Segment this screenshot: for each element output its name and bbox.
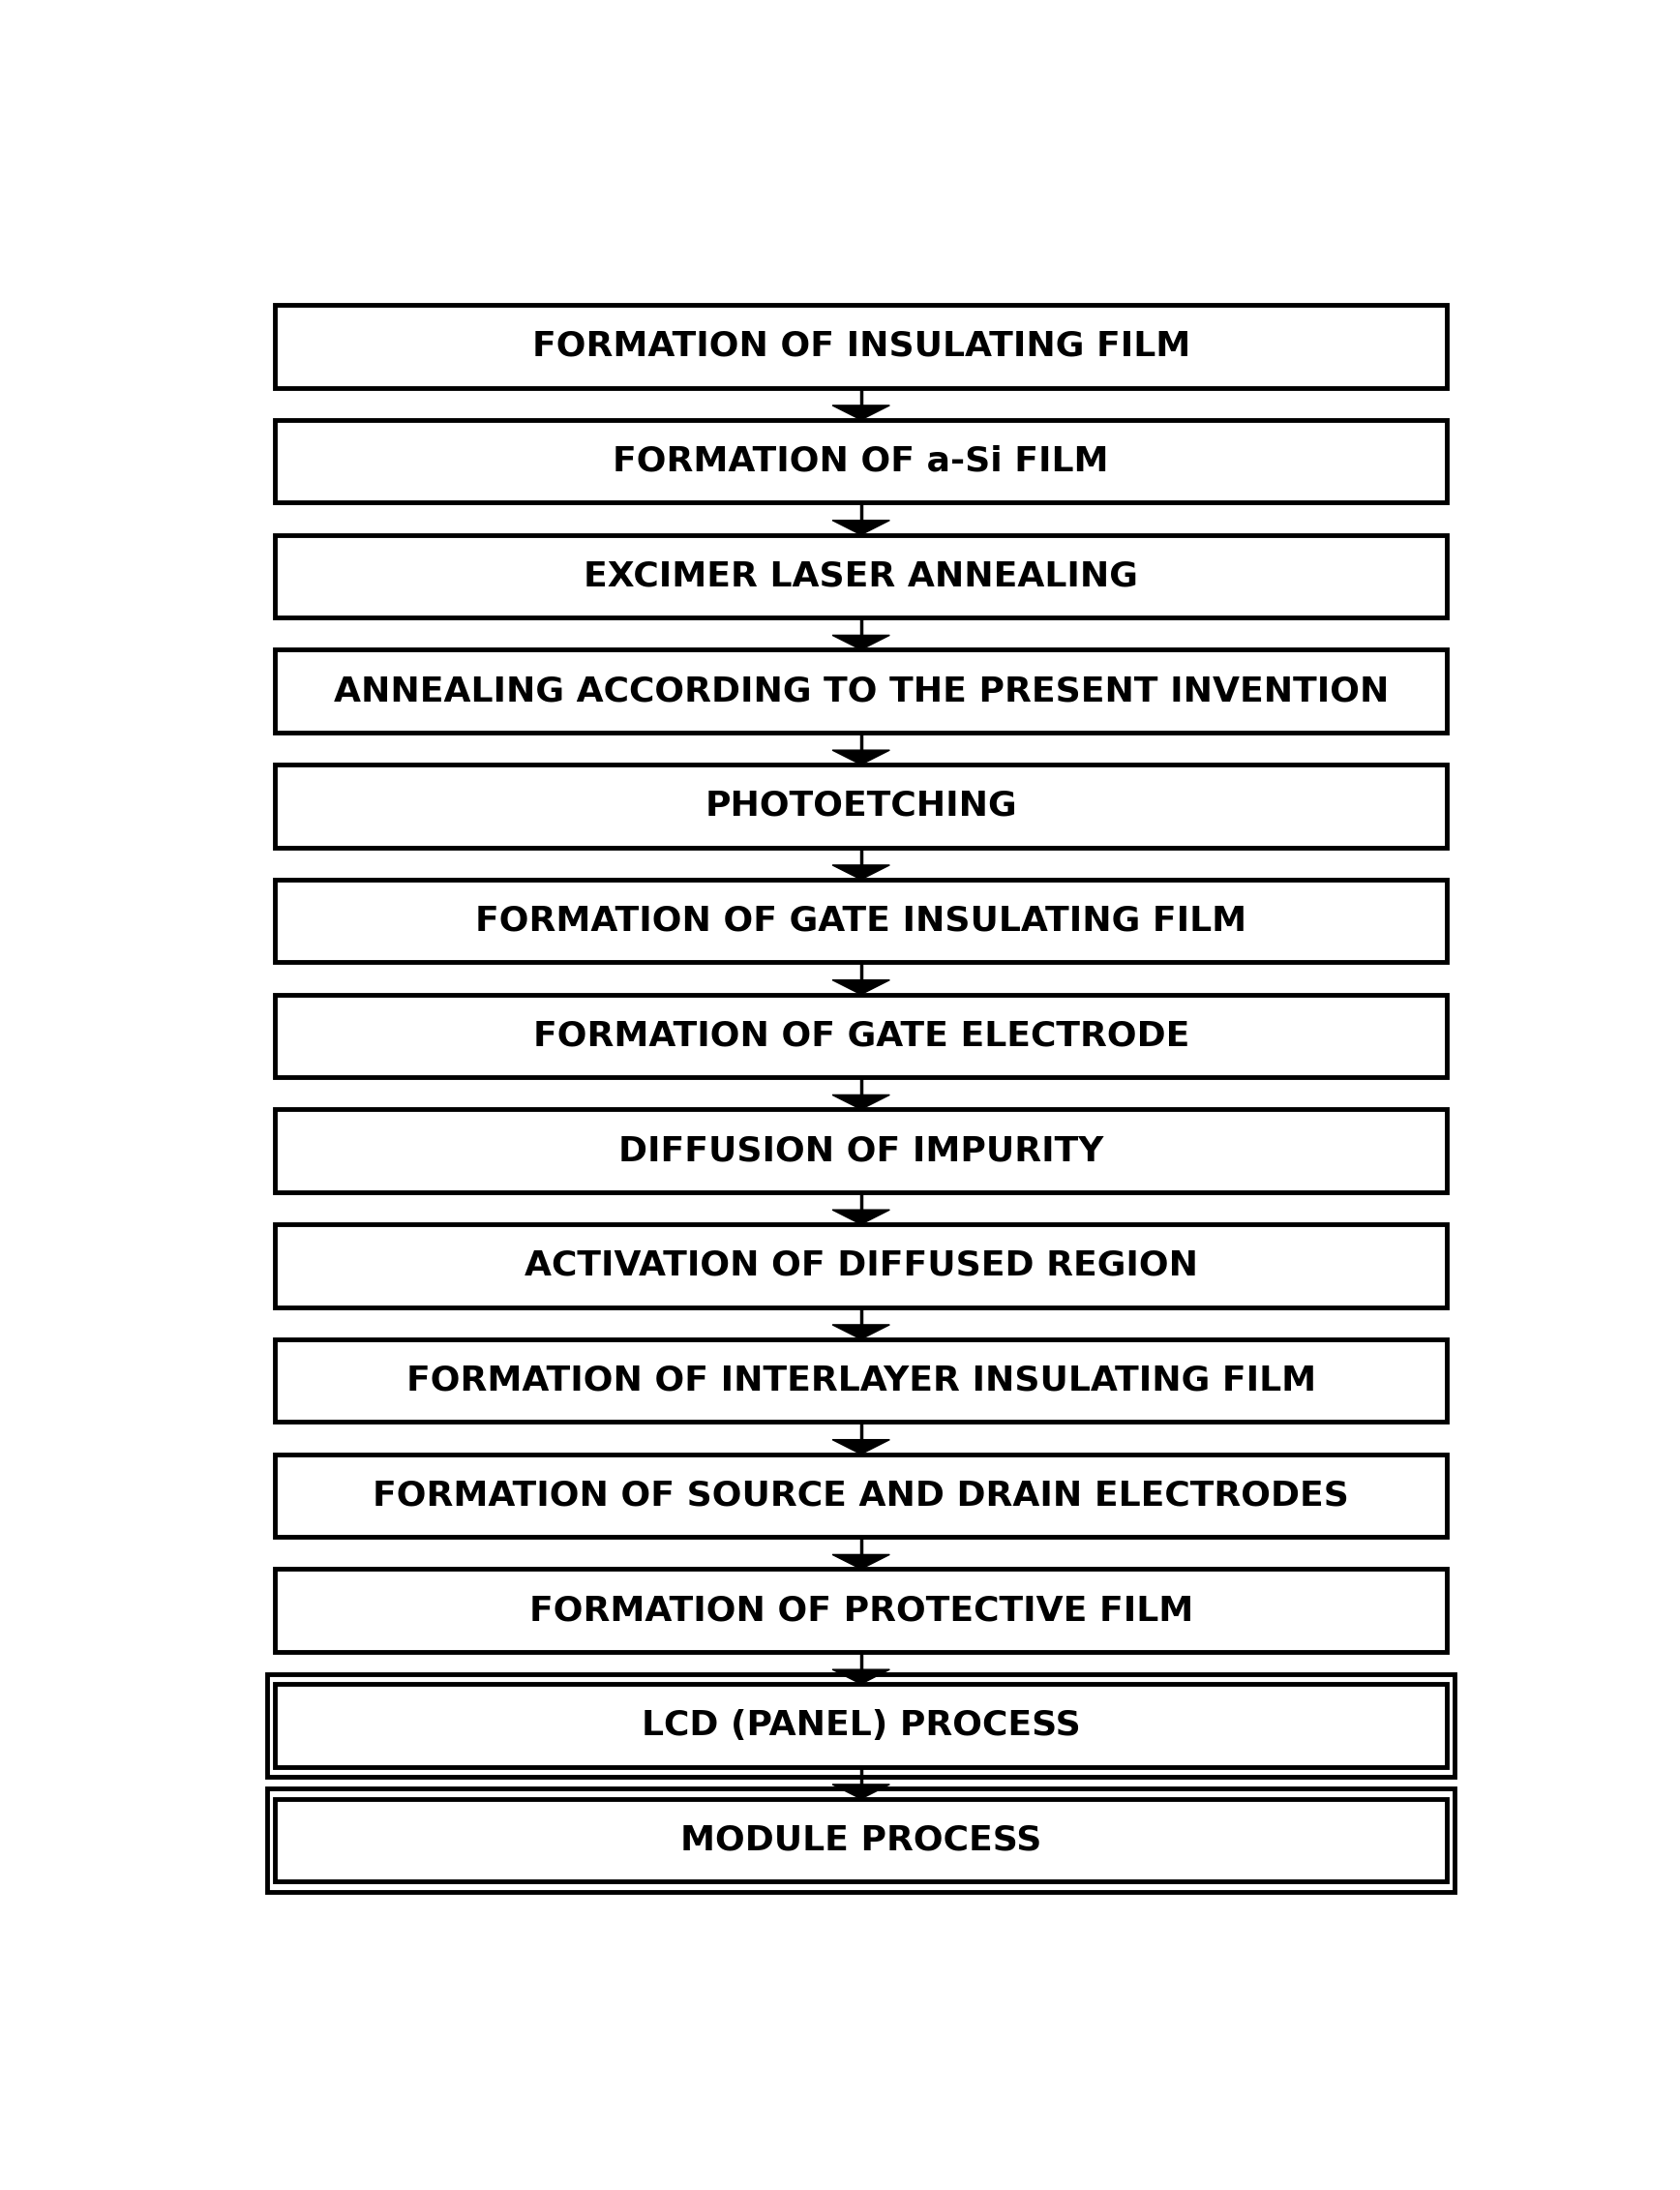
Polygon shape bbox=[832, 635, 890, 650]
Text: FORMATION OF GATE ELECTRODE: FORMATION OF GATE ELECTRODE bbox=[533, 1018, 1189, 1051]
Polygon shape bbox=[832, 521, 890, 534]
Bar bbox=[276, 994, 1446, 1077]
Polygon shape bbox=[832, 865, 890, 880]
Polygon shape bbox=[832, 1095, 890, 1110]
Text: FORMATION OF a-Si FILM: FORMATION OF a-Si FILM bbox=[613, 445, 1109, 477]
Text: ANNEALING ACCORDING TO THE PRESENT INVENTION: ANNEALING ACCORDING TO THE PRESENT INVEN… bbox=[333, 675, 1389, 707]
Bar bbox=[276, 764, 1446, 848]
Polygon shape bbox=[832, 1669, 890, 1684]
Text: EXCIMER LASER ANNEALING: EXCIMER LASER ANNEALING bbox=[585, 561, 1137, 593]
Bar bbox=[276, 420, 1446, 504]
Text: FORMATION OF INTERLAYER INSULATING FILM: FORMATION OF INTERLAYER INSULATING FILM bbox=[407, 1364, 1315, 1397]
Text: FORMATION OF SOURCE AND DRAIN ELECTRODES: FORMATION OF SOURCE AND DRAIN ELECTRODES bbox=[373, 1478, 1349, 1511]
Polygon shape bbox=[832, 1439, 890, 1454]
Polygon shape bbox=[832, 751, 890, 764]
Polygon shape bbox=[832, 1785, 890, 1798]
Text: FORMATION OF PROTECTIVE FILM: FORMATION OF PROTECTIVE FILM bbox=[529, 1594, 1193, 1627]
Bar bbox=[276, 1684, 1446, 1767]
Bar bbox=[276, 880, 1446, 961]
Bar bbox=[276, 1224, 1446, 1307]
Bar bbox=[276, 1340, 1446, 1421]
Bar bbox=[276, 1798, 1446, 1881]
Polygon shape bbox=[832, 1555, 890, 1568]
Text: FORMATION OF GATE INSULATING FILM: FORMATION OF GATE INSULATING FILM bbox=[475, 904, 1247, 937]
Polygon shape bbox=[832, 1209, 890, 1224]
Text: LCD (PANEL) PROCESS: LCD (PANEL) PROCESS bbox=[642, 1708, 1080, 1741]
Polygon shape bbox=[832, 405, 890, 420]
Bar bbox=[276, 534, 1446, 618]
Bar bbox=[267, 1673, 1455, 1776]
Bar bbox=[276, 1110, 1446, 1191]
Text: ACTIVATION OF DIFFUSED REGION: ACTIVATION OF DIFFUSED REGION bbox=[524, 1248, 1198, 1281]
Text: FORMATION OF INSULATING FILM: FORMATION OF INSULATING FILM bbox=[533, 331, 1189, 364]
Text: DIFFUSION OF IMPURITY: DIFFUSION OF IMPURITY bbox=[618, 1134, 1104, 1167]
Bar bbox=[276, 304, 1446, 388]
Polygon shape bbox=[832, 1325, 890, 1340]
Text: MODULE PROCESS: MODULE PROCESS bbox=[680, 1824, 1042, 1857]
Bar bbox=[276, 1568, 1446, 1651]
Polygon shape bbox=[832, 979, 890, 994]
Text: PHOTOETCHING: PHOTOETCHING bbox=[706, 791, 1016, 823]
Bar bbox=[276, 1454, 1446, 1537]
Bar bbox=[267, 1789, 1455, 1892]
Bar bbox=[276, 650, 1446, 731]
